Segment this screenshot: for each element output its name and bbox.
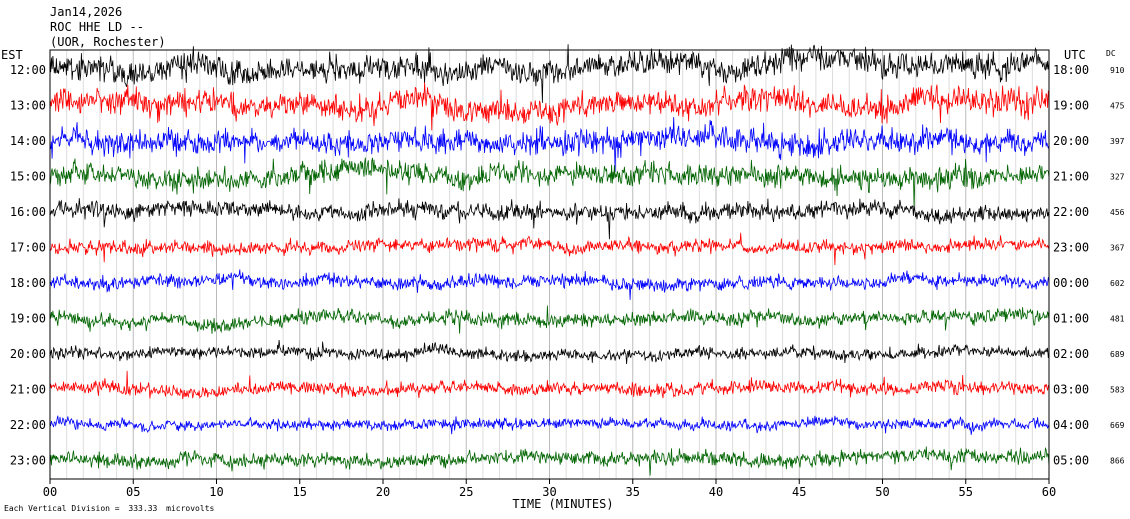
x-tick-label: 30 <box>542 485 556 499</box>
x-tick-label: 05 <box>126 485 140 499</box>
est-hour-label: 12:00 <box>10 63 46 77</box>
dc-offset-label: 456 <box>1110 208 1125 217</box>
trace-1900 <box>49 305 1050 334</box>
trace-1600 <box>49 198 1050 240</box>
footnote-value: 333.33 <box>128 504 157 513</box>
x-tick-label: 20 <box>376 485 390 499</box>
trace-2300 <box>49 446 1050 476</box>
utc-hour-label: 23:00 <box>1053 241 1089 255</box>
trace-1500 <box>49 157 1050 211</box>
est-hour-label: 22:00 <box>10 418 46 432</box>
x-tick-label: 50 <box>875 485 889 499</box>
dc-offset-label: 327 <box>1110 173 1125 182</box>
x-tick-label: 00 <box>43 485 57 499</box>
dc-offset-label: 669 <box>1110 421 1125 430</box>
x-axis-ticks: 00 05 10 15 20 25 30 35 40 45 50 55 60 <box>43 479 1056 499</box>
est-hour-label: 14:00 <box>10 134 46 148</box>
utc-hour-label: 19:00 <box>1053 99 1089 113</box>
utc-hour-label: 02:00 <box>1053 347 1089 361</box>
dc-column-label: DC <box>1106 49 1116 58</box>
dc-offset-label: 602 <box>1110 279 1125 288</box>
est-hour-label: 20:00 <box>10 347 46 361</box>
trace-1200 <box>49 44 1050 103</box>
est-hour-label: 19:00 <box>10 312 46 326</box>
est-hour-label: 18:00 <box>10 276 46 290</box>
utc-hour-label: 18:00 <box>1053 63 1089 77</box>
minute-grid <box>49 50 1050 479</box>
x-tick-label: 25 <box>459 485 473 499</box>
dc-offset-label: 689 <box>1110 350 1125 359</box>
trace-2000 <box>49 339 1050 365</box>
utc-hour-label: 21:00 <box>1053 170 1089 184</box>
scale-footnote: Each Vertical Division = 333.33 microvol… <box>4 504 215 513</box>
x-tick-label: 40 <box>709 485 723 499</box>
est-hour-label: 17:00 <box>10 241 46 255</box>
x-tick-label: 10 <box>209 485 223 499</box>
utc-hour-label: 22:00 <box>1053 205 1089 219</box>
row-labels: 12:00 18:00 910 13:00 19:00 475 14:00 20:00 397 1… <box>10 63 1125 468</box>
trace-2100 <box>49 370 1050 400</box>
utc-hour-label: 03:00 <box>1053 383 1089 397</box>
est-axis-label: EST <box>1 48 23 62</box>
trace-1800 <box>49 269 1050 300</box>
footnote-unit: microvolts <box>166 504 214 513</box>
x-tick-label: 15 <box>293 485 307 499</box>
utc-hour-label: 01:00 <box>1053 312 1089 326</box>
seismic-traces <box>49 44 1050 476</box>
x-tick-label: 35 <box>626 485 640 499</box>
dc-offset-label: 397 <box>1110 137 1125 146</box>
header-location: (UOR, Rochester) <box>50 35 166 49</box>
x-axis-title: TIME (MINUTES) <box>512 497 613 511</box>
utc-hour-label: 05:00 <box>1053 454 1089 468</box>
header-station: ROC HHE LD -- <box>50 20 144 34</box>
est-hour-label: 15:00 <box>10 170 46 184</box>
est-hour-label: 16:00 <box>10 205 46 219</box>
dc-offset-label: 866 <box>1110 457 1125 466</box>
utc-axis-label: UTC <box>1064 48 1086 62</box>
est-hour-label: 21:00 <box>10 383 46 397</box>
x-tick-label: 45 <box>792 485 806 499</box>
dc-offset-label: 367 <box>1110 244 1125 253</box>
utc-hour-label: 04:00 <box>1053 418 1089 432</box>
dc-offset-label: 481 <box>1110 315 1125 324</box>
est-hour-label: 23:00 <box>10 454 46 468</box>
trace-2200 <box>49 415 1050 435</box>
x-tick-label: 60 <box>1042 485 1056 499</box>
dc-offset-label: 910 <box>1110 66 1125 75</box>
footnote-prefix: Each Vertical Division = <box>4 504 120 513</box>
est-hour-label: 13:00 <box>10 99 46 113</box>
header-date: Jan14,2026 <box>50 5 122 19</box>
trace-1400 <box>49 117 1050 172</box>
dc-offset-label: 475 <box>1110 102 1125 111</box>
dc-offset-label: 583 <box>1110 386 1125 395</box>
trace-1300 <box>49 82 1050 131</box>
trace-1700 <box>49 232 1050 266</box>
utc-hour-label: 20:00 <box>1053 134 1089 148</box>
utc-hour-label: 00:00 <box>1053 276 1089 290</box>
x-tick-label: 55 <box>959 485 973 499</box>
